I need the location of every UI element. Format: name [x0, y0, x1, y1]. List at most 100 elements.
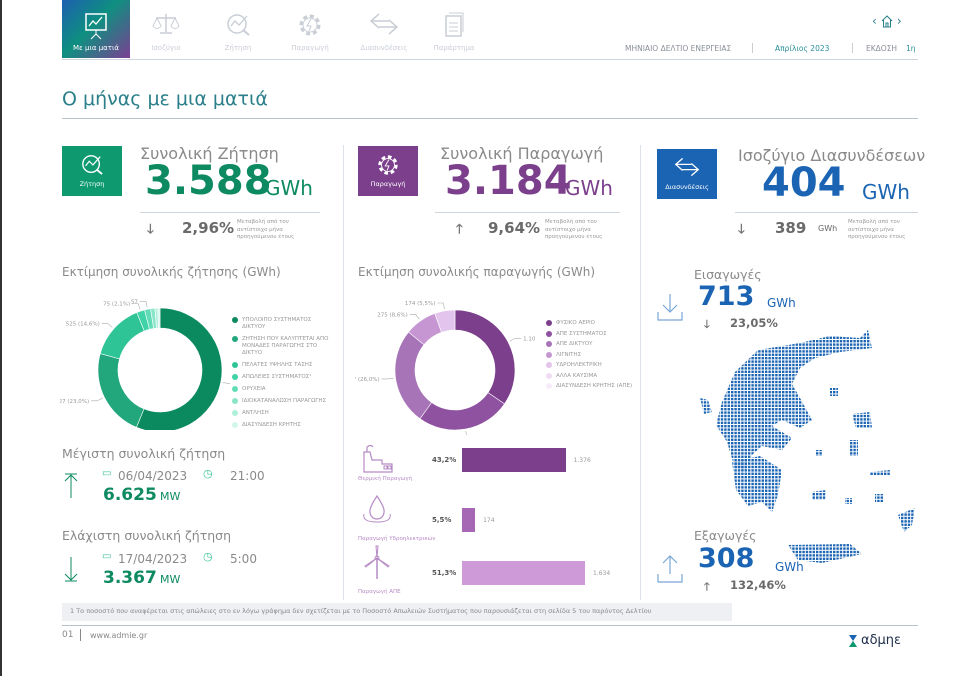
interconnections-value: 404	[762, 160, 846, 206]
interconnections-title: Ισοζύγιο Διασυνδέσεων	[738, 146, 926, 165]
interconnections-change: 389	[775, 219, 807, 237]
donut-slice	[419, 392, 505, 431]
page-number: 01	[62, 630, 74, 640]
legend-swatch	[546, 351, 552, 358]
min-demand-title: Ελάχιστη συνολική ζήτηση	[62, 528, 232, 543]
min-demand-time: 5:00	[230, 552, 257, 566]
nav-tab-appendix[interactable]: Παράρτημα	[424, 0, 484, 58]
demand-unit: GWh	[265, 176, 313, 200]
legend-swatch	[546, 330, 552, 337]
label-leader-line	[222, 382, 230, 384]
donut-slice	[434, 309, 456, 333]
header-divider	[62, 59, 918, 60]
bar-value: 1.634	[593, 570, 611, 577]
home-icon[interactable]	[881, 14, 893, 28]
nav-tab-balance[interactable]: Ισοζύγιο	[136, 0, 196, 58]
max-demand-value: 6.625	[103, 485, 157, 505]
legend-item: ΠΕΛΑΤΕΣ ΥΨΗΛΗΣ ΤΑΣΗΣ	[232, 362, 332, 369]
max-demand-title: Μέγιστη συνολική ζήτηση	[62, 446, 226, 461]
interconnections-unit: GWh	[862, 180, 910, 204]
max-demand-date: 06/04/2023	[118, 469, 188, 483]
legend-swatch	[232, 398, 238, 404]
legend-swatch	[546, 341, 552, 347]
legend-item: ΛΙΓΝΙΤΗΣ	[546, 351, 646, 359]
exports-value: 308	[698, 543, 755, 574]
label-leader-line	[139, 301, 148, 308]
legend-label: ΑΠΩΛΕΙΕΣ ΣΥΣΤΗΜΑΤΟΣ¹	[242, 374, 312, 380]
column-divider	[343, 145, 344, 600]
legend-label: ΖΗΤΗΣΗ ΠΟΥ ΚΑΛΥΠΤΕΤΑΙ ΑΠΟ ΜΟΝΑΔΕΣ ΠΑΡΑΓΩ…	[242, 336, 329, 356]
donut-slice	[97, 353, 145, 428]
nav-tab-production[interactable]: Παραγωγή	[280, 0, 340, 58]
arrow-up-icon: 🡑	[456, 222, 463, 237]
chevron-right-icon[interactable]: ›	[896, 14, 902, 28]
min-demand-unit: MW	[160, 573, 181, 586]
nav-tab-demand[interactable]: Ζήτηση	[208, 0, 268, 58]
nav-tab-interconnections[interactable]: Διασυνδέσεις	[354, 0, 414, 58]
legend-swatch	[546, 320, 552, 326]
chevron-left-icon[interactable]: ‹	[872, 14, 877, 28]
donut-slice	[99, 312, 145, 360]
admie-logo-text: αδμηε	[861, 633, 902, 648]
nav-label: Ζήτηση	[224, 44, 252, 52]
legend-item: ΑΝΤΛΗΣΗ	[232, 410, 332, 417]
gear-bolt-icon	[299, 14, 321, 36]
slice-label: 174 (5,5%)	[405, 301, 436, 307]
arrow-down-icon: 🡓	[704, 318, 710, 331]
legend-item: ΥΔΡΟΗΛΕΚΤΡΙΚΗ	[546, 362, 646, 369]
document-icon	[445, 12, 464, 37]
legend-label: ΑΝΤΛΗΣΗ	[242, 410, 269, 416]
donut-slice	[157, 307, 161, 329]
power-plant-icon	[363, 444, 393, 473]
gear-bolt-icon	[378, 155, 398, 175]
legend-label: ΙΔΙΟΚΑΤΑΝΑΛΩΣΗ ΠΑΡΑΓΩΓΗΣ	[242, 398, 326, 404]
interconnections-change-unit: GWh	[818, 224, 838, 233]
legend-label: ΟΡΥΧΕΙΑ	[242, 386, 266, 392]
label-leader-line	[91, 397, 103, 402]
exports-title: Εξαγωγές	[694, 528, 757, 543]
legend-label: ΦΥΣΙΚΟ ΑΕΡΙΟ	[556, 320, 595, 326]
nav-label: Παράρτημα	[433, 44, 475, 52]
bar-percent: 51,3%	[432, 569, 457, 577]
nav-label: Παραγωγή	[291, 44, 329, 52]
production-legend: ΦΥΣΙΚΟ ΑΕΡΙΟ ΑΠΕ ΣΥΣΤΗΜΑΤΟΣ ΑΠΕ ΔΙΚΤΥΟΥ ΛΙΓ…	[546, 320, 646, 390]
max-demand-time: 21:00	[230, 469, 265, 483]
slice-label: 827 (23,0%)	[60, 399, 89, 405]
production-change: 9,64%	[488, 219, 541, 237]
report-name: ΜΗΝΙΑΙΟ ΔΕΛΤΙΟ ΕΝΕΡΓΕΙΑΣ	[625, 44, 732, 53]
label-leader-line	[437, 302, 445, 309]
scale-icon	[152, 14, 180, 34]
page-navigation: ‹ ›	[872, 14, 902, 28]
nav-tab-overview[interactable]: Με μια ματιά	[62, 0, 130, 58]
legend-label: ΠΕΛΑΤΕΣ ΥΨΗΛΗΣ ΤΑΣΗΣ	[242, 362, 313, 368]
arrows-exchange-icon	[674, 157, 700, 177]
production-icon-box: Παραγωγή	[358, 146, 418, 196]
max-demand-unit: MW	[160, 490, 181, 503]
nav-label: Διασυνδέσεις	[360, 44, 408, 52]
slice-label: 57	[131, 299, 138, 305]
report-period: Απρίλιος 2023	[775, 44, 830, 53]
legend-item: ΥΠΟΛΟΙΠΟ ΣΥΣΤΗΜΑΤΟΣ ΔΙΚΤΥΟΥ	[232, 317, 332, 331]
arrow-up-icon	[64, 473, 78, 498]
exports-change: 132,46%	[730, 578, 786, 592]
legend-item: ΔΙΑΣΥΝΔΕΣΗ ΚΡΗΤΗΣ (ΑΠΕ)	[546, 383, 646, 390]
label-leader-line	[509, 337, 522, 342]
divider	[752, 43, 753, 53]
arrow-up-icon: 🡑	[704, 580, 710, 593]
label-leader-line	[409, 314, 420, 320]
demand-legend: ΥΠΟΛΟΙΠΟ ΣΥΣΤΗΜΑΤΟΣ ΔΙΚΤΥΟΥ ΖΗΤΗΣΗ ΠΟΥ ΚΑ…	[232, 317, 332, 429]
interconnections-change-note: Μεταβολή από τον αντίστοιχο μήνα προηγού…	[848, 219, 906, 240]
bar-category-label: Παραγωγή Υδροηλεκτρικών	[358, 536, 436, 542]
divider	[80, 629, 81, 641]
demand-donut-chart: 2.017 (56,2%)827 (23,0%)525 (14,6%)75 (2…	[60, 299, 230, 430]
nav-label: Με μια ματιά	[73, 44, 119, 52]
bar-percent: 43,2%	[432, 456, 457, 464]
legend-swatch	[546, 362, 552, 368]
slice-label: 827 (26,0%)	[355, 377, 380, 383]
water-drop-icon	[363, 494, 391, 523]
website-link[interactable]: www.admie.gr	[90, 631, 148, 640]
production-bar	[462, 448, 566, 472]
arrow-down-icon: 🡓	[738, 222, 745, 237]
imports-unit: GWh	[767, 296, 796, 310]
production-change-note: Μεταβολή από τον αντίστοιχο μήνα προηγού…	[545, 219, 603, 240]
